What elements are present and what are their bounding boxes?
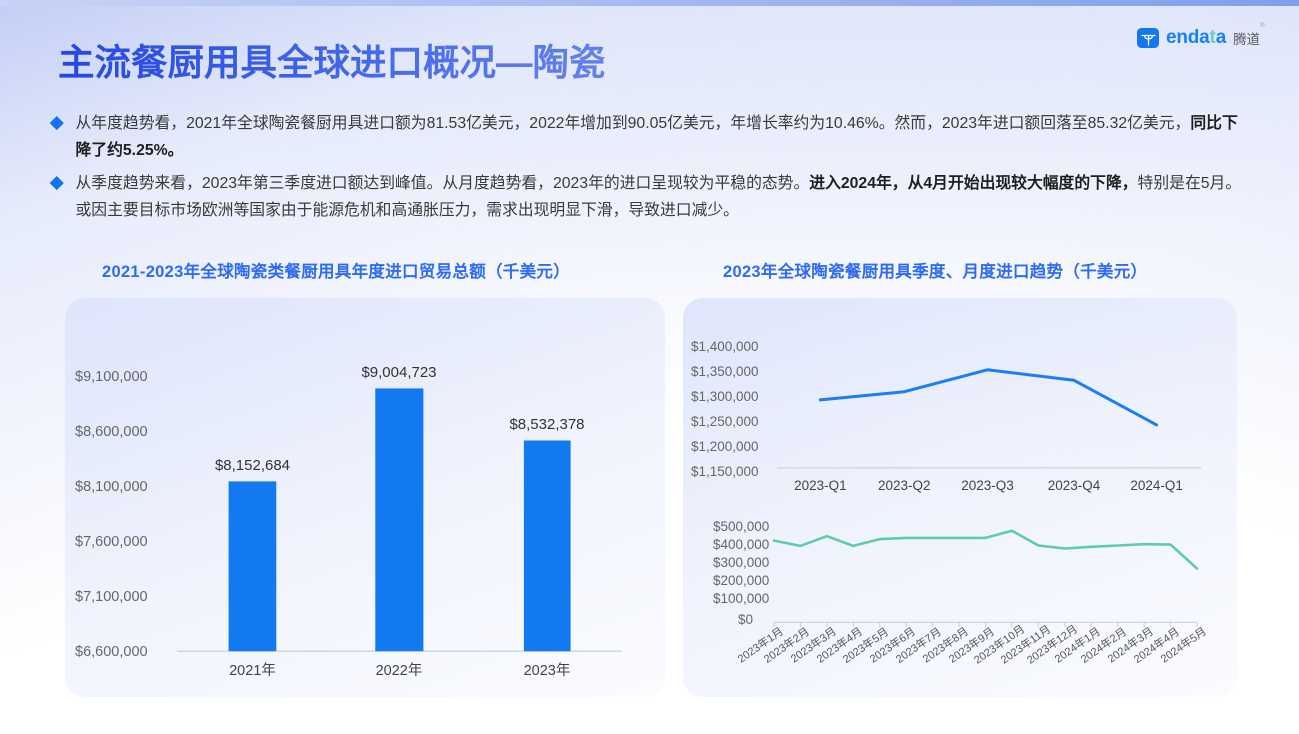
svg-text:2024-Q1: 2024-Q1 (1130, 478, 1183, 493)
svg-text:2023-Q4: 2023-Q4 (1048, 478, 1101, 493)
svg-text:$9,004,723: $9,004,723 (361, 364, 436, 381)
svg-text:$500,000: $500,000 (713, 519, 769, 534)
svg-text:$1,250,000: $1,250,000 (691, 414, 759, 429)
svg-text:2023年: 2023年 (524, 662, 571, 679)
svg-text:2023-Q1: 2023-Q1 (794, 478, 847, 493)
svg-text:$8,600,000: $8,600,000 (75, 424, 148, 440)
svg-text:2023-Q3: 2023-Q3 (961, 478, 1014, 493)
svg-text:$1,150,000: $1,150,000 (691, 464, 759, 479)
svg-text:$8,100,000: $8,100,000 (75, 479, 148, 495)
svg-text:$8,152,684: $8,152,684 (215, 457, 290, 474)
svg-text:$1,200,000: $1,200,000 (691, 439, 759, 454)
svg-text:$9,100,000: $9,100,000 (75, 369, 148, 385)
svg-text:2022年: 2022年 (376, 662, 423, 679)
svg-text:$1,300,000: $1,300,000 (691, 389, 759, 404)
svg-text:$7,100,000: $7,100,000 (75, 589, 148, 605)
svg-text:2021年: 2021年 (229, 662, 276, 679)
svg-text:$7,600,000: $7,600,000 (75, 534, 148, 550)
svg-text:2023-Q2: 2023-Q2 (878, 478, 931, 493)
svg-text:$100,000: $100,000 (713, 591, 769, 606)
svg-text:$6,600,000: $6,600,000 (75, 644, 148, 660)
svg-text:$400,000: $400,000 (713, 537, 769, 552)
svg-text:$1,400,000: $1,400,000 (691, 339, 759, 354)
svg-text:$200,000: $200,000 (713, 573, 769, 588)
svg-text:$1,350,000: $1,350,000 (691, 364, 759, 379)
svg-text:$300,000: $300,000 (713, 555, 769, 570)
svg-text:$8,532,378: $8,532,378 (509, 416, 584, 433)
svg-text:$0: $0 (738, 612, 753, 627)
